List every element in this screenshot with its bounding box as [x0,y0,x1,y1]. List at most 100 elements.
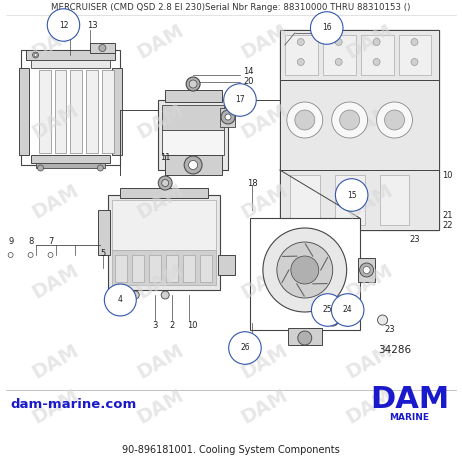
Polygon shape [109,195,220,290]
Circle shape [32,52,38,58]
Circle shape [345,317,351,323]
Text: 8: 8 [28,237,33,245]
Polygon shape [116,255,128,282]
Text: 16: 16 [322,24,332,32]
Circle shape [340,110,359,130]
Text: 22: 22 [443,220,453,230]
Circle shape [342,314,353,326]
Polygon shape [361,35,394,75]
Circle shape [221,110,235,124]
Circle shape [186,77,200,91]
Circle shape [335,38,342,45]
Text: 15: 15 [347,190,357,200]
Text: 17: 17 [235,96,245,104]
Circle shape [411,59,418,66]
Circle shape [298,38,304,45]
Text: 10: 10 [443,170,453,180]
Circle shape [295,110,315,130]
Circle shape [373,38,380,45]
Text: DAM: DAM [238,261,292,303]
Polygon shape [30,60,110,68]
Polygon shape [38,70,50,153]
Text: 90-896181001. Cooling System Components: 90-896181001. Cooling System Components [122,445,340,455]
Polygon shape [200,255,212,282]
Text: DAM: DAM [238,181,292,223]
Polygon shape [183,255,195,282]
Circle shape [363,267,370,274]
Text: DAM: DAM [134,386,187,428]
Text: 20: 20 [243,78,254,86]
Text: DAM: DAM [238,386,292,428]
Text: DAM: DAM [134,181,187,223]
Polygon shape [132,255,144,282]
Text: 10: 10 [187,321,197,329]
Text: 26: 26 [240,344,250,353]
Text: 3: 3 [152,321,158,329]
Polygon shape [149,255,161,282]
Circle shape [359,263,374,277]
Polygon shape [399,35,432,75]
Text: DAM: DAM [134,101,187,143]
Circle shape [8,253,13,257]
Polygon shape [86,70,98,153]
Text: 23: 23 [409,236,420,244]
Text: DAM: DAM [29,101,82,143]
Circle shape [263,228,346,312]
Circle shape [332,102,368,138]
Polygon shape [91,43,116,53]
Polygon shape [323,35,356,75]
Text: DAM: DAM [238,101,292,143]
Circle shape [373,59,380,66]
Text: DAM: DAM [29,261,82,303]
Polygon shape [218,255,235,275]
Polygon shape [162,130,224,155]
Polygon shape [162,105,224,130]
Circle shape [384,110,405,130]
Text: DAM: DAM [134,261,187,303]
Circle shape [131,291,139,299]
Polygon shape [158,100,228,170]
Polygon shape [280,30,439,230]
Text: DAM: DAM [29,21,82,63]
Polygon shape [290,175,320,225]
Polygon shape [250,218,359,330]
Polygon shape [25,50,116,60]
Text: DAM: DAM [29,341,82,383]
Text: DAM: DAM [238,341,292,383]
Text: 23: 23 [384,326,395,334]
Polygon shape [71,70,82,153]
Text: MERCRUISER (CMD QSD 2.8 EI 230)Serial Nbr Range: 88310000 THRU 88310153 (): MERCRUISER (CMD QSD 2.8 EI 230)Serial Nb… [51,2,411,12]
Circle shape [48,253,53,257]
Circle shape [189,80,197,88]
Polygon shape [165,90,222,102]
Polygon shape [280,170,439,230]
Text: 4: 4 [118,296,123,304]
Text: DAM: DAM [343,21,396,63]
Circle shape [298,331,312,345]
Polygon shape [30,155,110,163]
Polygon shape [55,70,67,153]
Circle shape [28,253,33,257]
Circle shape [37,165,43,171]
Text: MARINE: MARINE [389,413,430,423]
Text: DAM: DAM [343,181,396,223]
Text: DAM: DAM [238,21,292,63]
Circle shape [161,291,169,299]
Circle shape [330,317,336,323]
Circle shape [377,315,388,325]
Polygon shape [280,30,439,80]
Text: DAM: DAM [29,386,82,428]
Circle shape [188,160,198,170]
Text: 13: 13 [87,20,97,30]
Polygon shape [36,163,105,168]
Text: 34286: 34286 [378,345,411,355]
Circle shape [158,176,172,190]
Text: 21: 21 [443,211,453,219]
Text: 18: 18 [247,178,257,188]
Circle shape [377,102,413,138]
Text: DAM: DAM [343,386,396,428]
Circle shape [291,256,319,284]
Text: dam-marine.com: dam-marine.com [11,399,137,412]
Polygon shape [112,250,216,285]
Circle shape [34,54,37,56]
